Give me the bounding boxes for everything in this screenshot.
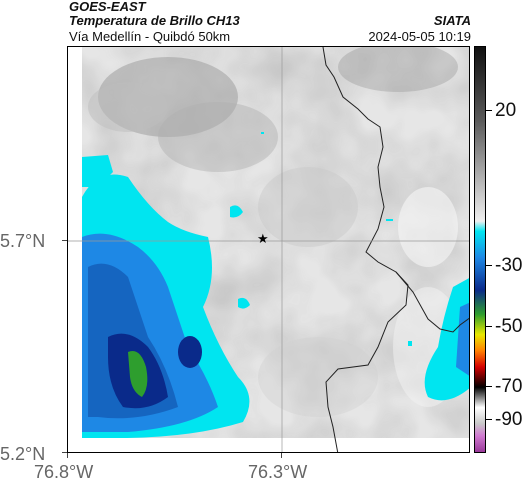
product-subtitle: Temperatura de Brillo CH13 [69,13,240,28]
satellite-map [68,47,469,452]
cold-cloud-region [82,132,469,439]
colorbar [474,46,486,453]
product-title: GOES-EAST [69,0,146,14]
colorbar-label-minus90: -90 [495,409,523,430]
boundary-lines [322,47,469,452]
colorbar-tick [486,326,492,327]
lon-label-76-3: 76.3°W [248,462,308,482]
lat-label-5-7: 5.7°N [0,231,46,251]
colorbar-label-minus70: -70 [495,376,523,397]
map-frame[interactable]: ★ [67,46,470,453]
colorbar-tick [486,110,492,111]
route-label: Vía Medellín - Quibdó 50km [69,29,231,44]
lon-tick [67,453,68,458]
lat-label-5-2: 5.2°N [0,444,46,464]
lat-tick [62,240,67,241]
colorbar-label-20: 20 [495,100,517,121]
cloud-field [82,47,469,438]
star-icon[interactable]: ★ [257,231,269,246]
lon-label-76-8: 76.8°W [34,462,94,482]
colorbar-tick [486,265,492,266]
lon-tick [281,453,282,458]
colorbar-tick [486,386,492,387]
colorbar-label-minus50: -50 [495,316,523,337]
colorbar-label-minus30: -30 [495,255,523,276]
colorbar-tick [486,419,492,420]
timestamp-label: 2024-05-05 10:19 [368,29,471,44]
org-label: SIATA [433,13,471,28]
graticule [68,47,469,452]
lat-tick [62,452,67,453]
